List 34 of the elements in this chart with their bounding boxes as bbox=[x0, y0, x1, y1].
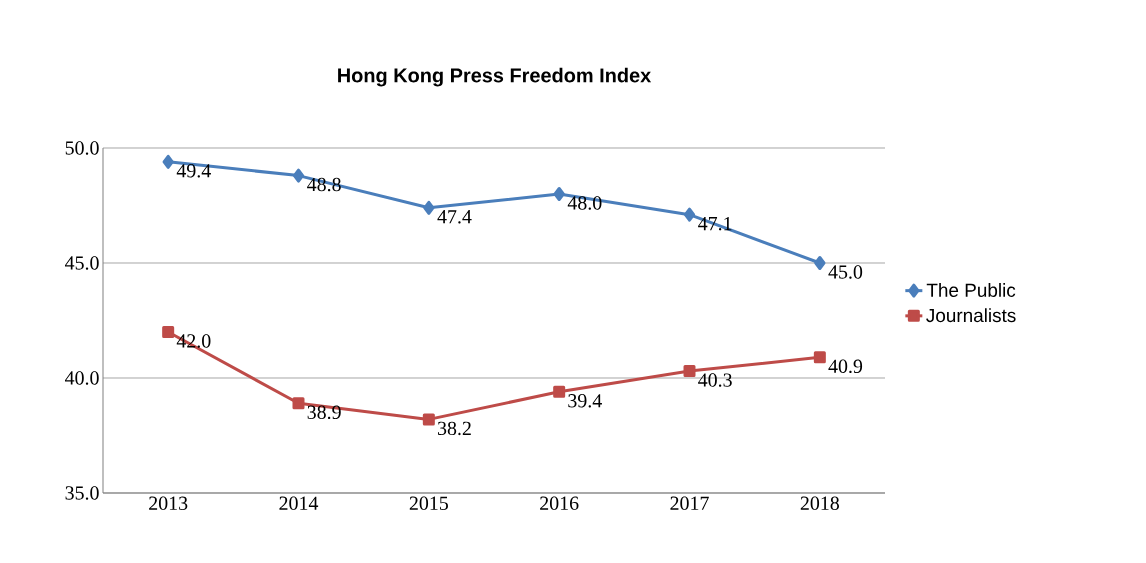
point bbox=[162, 326, 175, 338]
data-label: 40.3 bbox=[698, 373, 732, 387]
point bbox=[683, 207, 696, 222]
legend-label: The Public bbox=[926, 283, 1016, 297]
data-label: 45.0 bbox=[828, 265, 863, 279]
point bbox=[162, 154, 174, 169]
data-label: 38.2 bbox=[437, 421, 471, 436]
point bbox=[292, 397, 305, 410]
y-tick-label: 45.0 bbox=[65, 256, 99, 270]
x-tick-label: 2017 bbox=[670, 496, 709, 510]
data-label: 48.0 bbox=[567, 196, 602, 210]
y-tick-label: 35.0 bbox=[65, 486, 99, 500]
x-tick-label: 2016 bbox=[540, 496, 579, 510]
x-tick-label: 2013 bbox=[149, 496, 188, 510]
data-label: 47.4 bbox=[437, 210, 472, 224]
data-label: 49.4 bbox=[176, 164, 211, 178]
data-label: 39.4 bbox=[568, 394, 602, 408]
point bbox=[553, 385, 566, 398]
x-tick-label: 2018 bbox=[800, 496, 839, 510]
point bbox=[292, 168, 305, 183]
chart-title: Hong Kong Press Freedom Index bbox=[338, 67, 652, 87]
x-tick-label: 2014 bbox=[279, 496, 319, 510]
point bbox=[553, 187, 565, 201]
point bbox=[814, 256, 826, 270]
point bbox=[423, 200, 435, 215]
point bbox=[422, 413, 435, 426]
y-tick-label: 50.0 bbox=[65, 141, 99, 155]
data-label: 38.9 bbox=[307, 405, 341, 420]
x-tick-label: 2015 bbox=[409, 496, 448, 510]
legend-label: Journalists bbox=[926, 308, 1016, 323]
point bbox=[683, 365, 696, 378]
data-label: 40.9 bbox=[828, 359, 863, 374]
point bbox=[813, 351, 826, 364]
y-tick-label: 40.0 bbox=[65, 371, 99, 385]
